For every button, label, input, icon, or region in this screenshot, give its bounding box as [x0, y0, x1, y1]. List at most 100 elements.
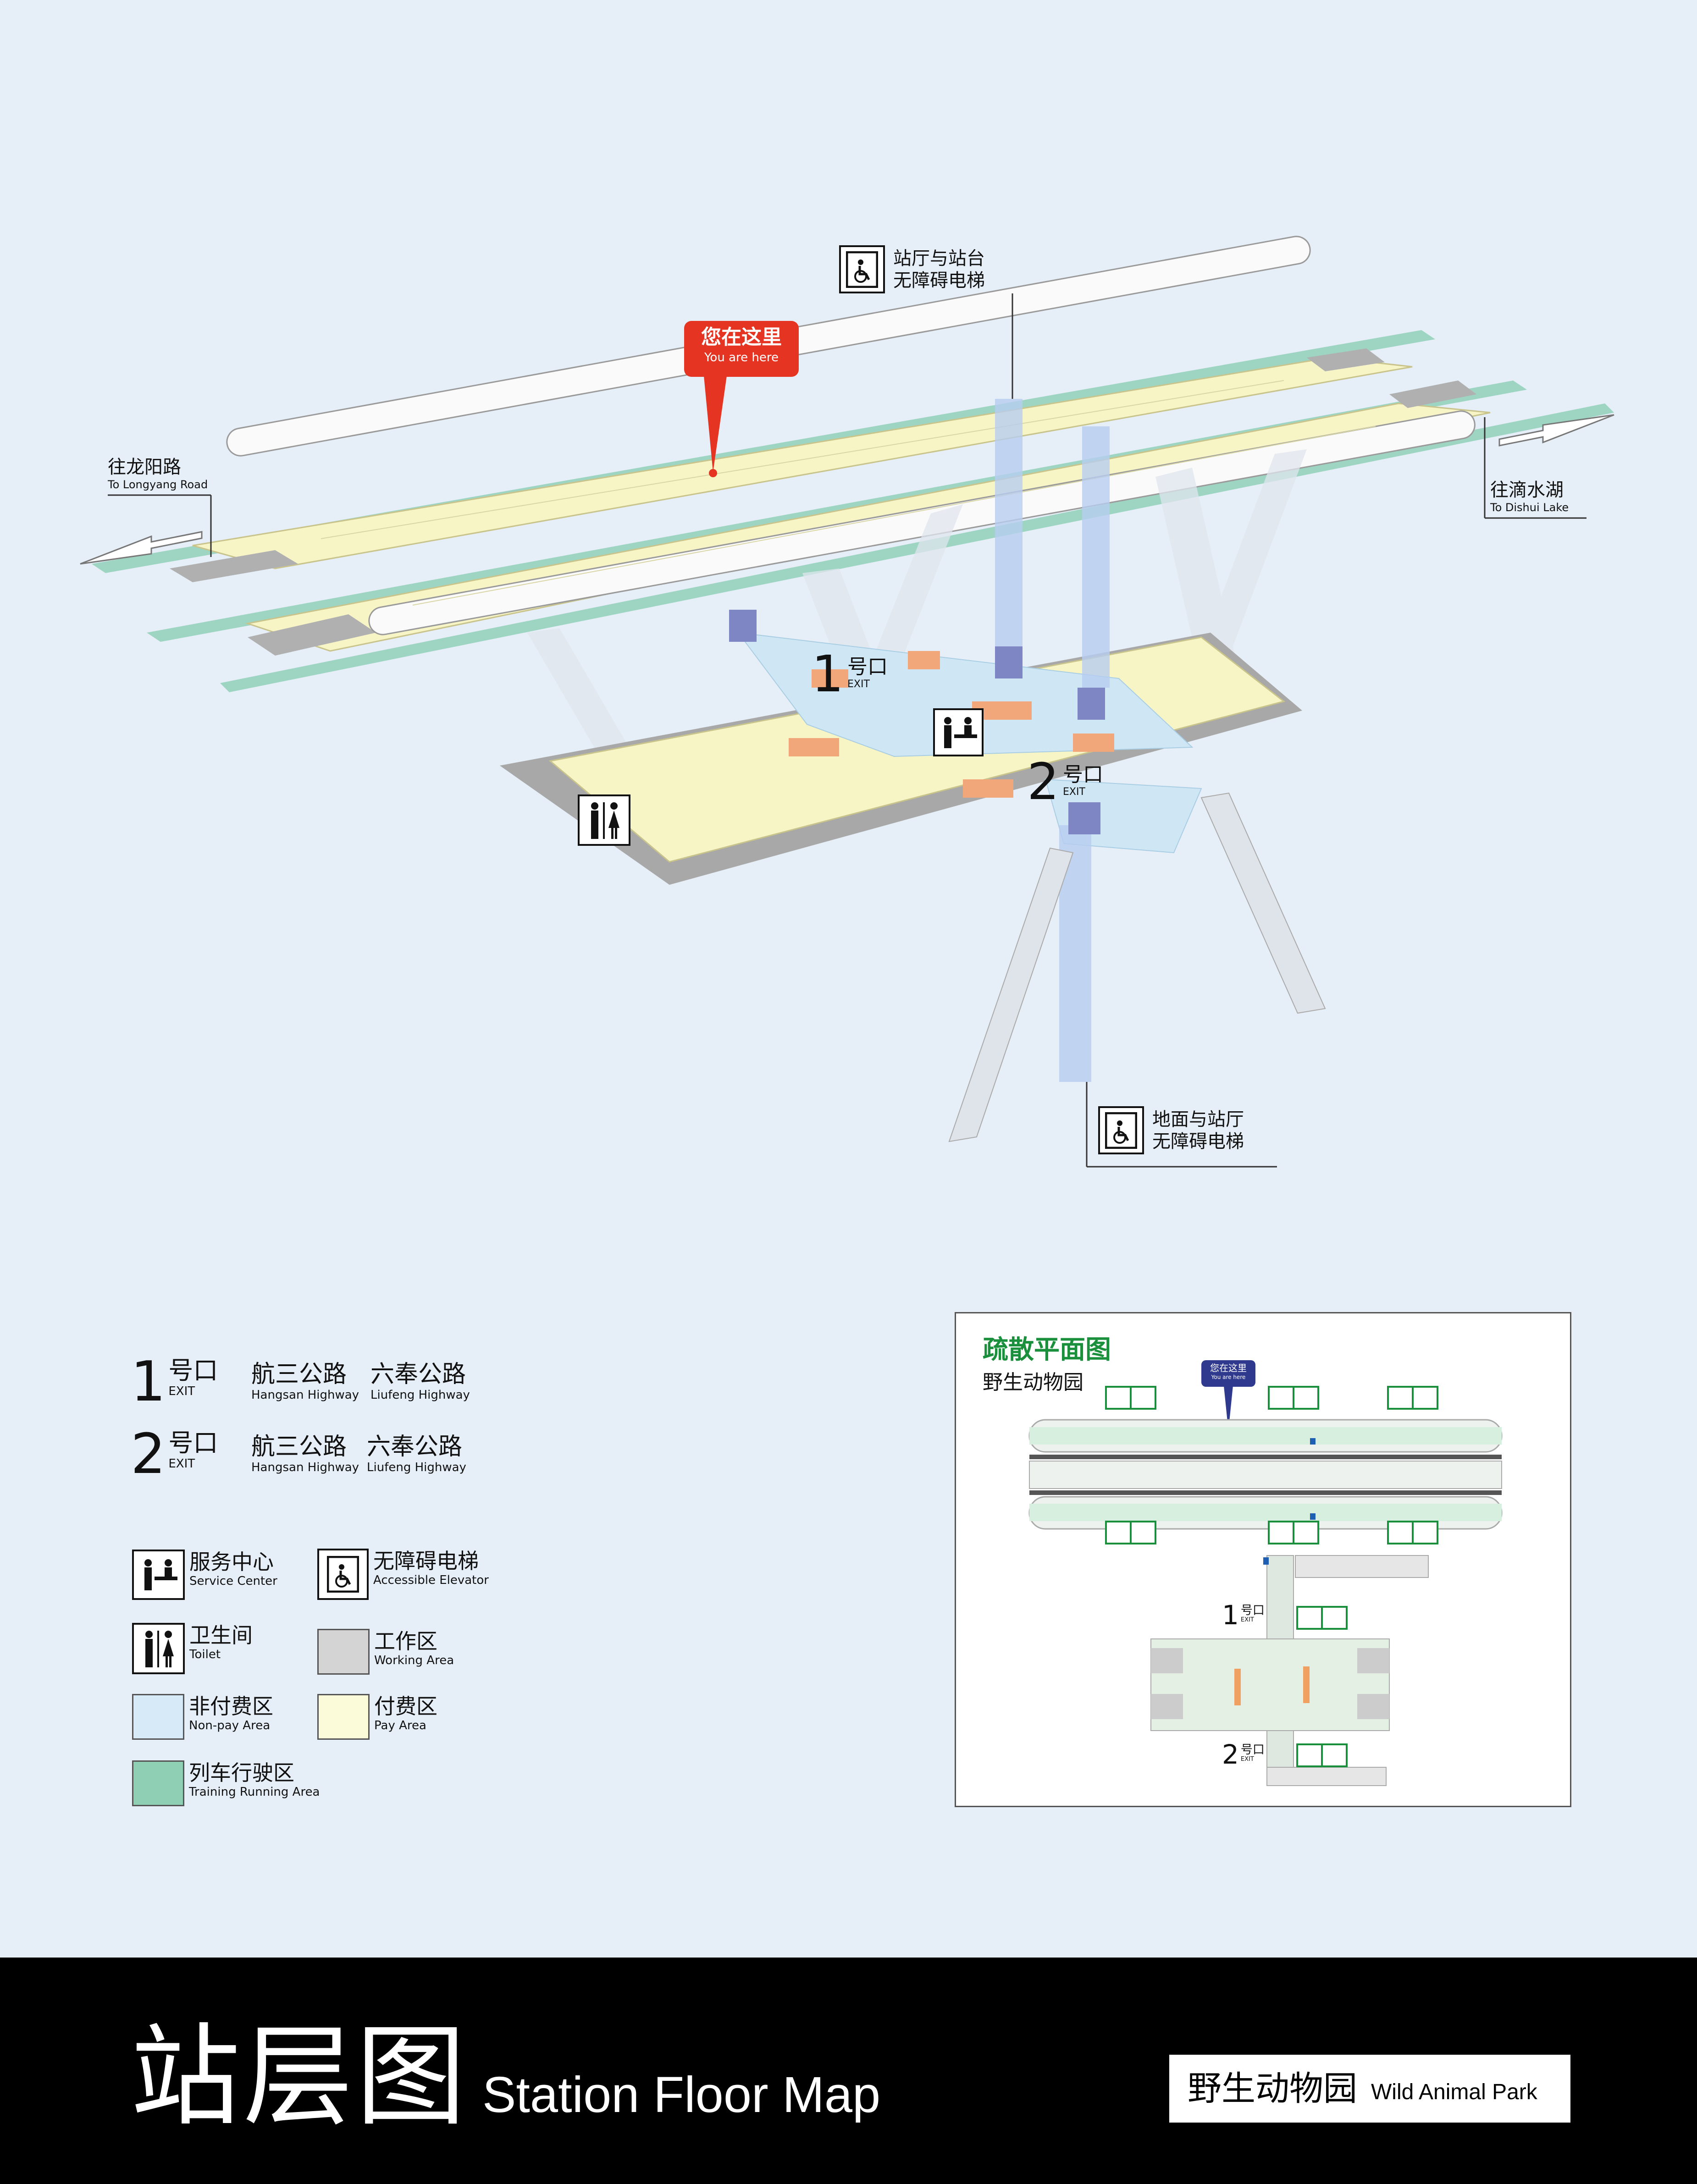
you-are-here-zh: 您在这里: [701, 325, 782, 349]
evac-exit-1-label: 1 号口 EXIT: [1222, 1601, 1265, 1629]
map-exit-2-label: 2 号口 EXIT: [1027, 756, 1103, 807]
evac-exit-sign-icon: [1268, 1521, 1319, 1544]
evacuation-layout: [1028, 1386, 1503, 1786]
evacuation-plan: 疏散平面图 野生动物园 您在这里 You are here: [955, 1312, 1571, 1807]
legend-exit-2-road-2: 六奉公路 Liufeng Highway: [367, 1433, 466, 1474]
road-en: Hangsan Highway: [251, 1388, 359, 1402]
legend-exit-1-zh: 号口: [168, 1356, 218, 1385]
legend-toilet: 卫生间 Toilet: [132, 1623, 253, 1674]
elevator-top-caption: 站厅与站台 无障碍电梯: [839, 245, 985, 293]
accessible-elevator-icon: [1098, 1106, 1144, 1154]
footer-title-zh: 站层图: [130, 2013, 469, 2141]
evacuation-station: 野生动物园: [983, 1371, 1083, 1394]
road-en: Liufeng Highway: [370, 1388, 470, 1402]
legend-service-center-en: Service Center: [189, 1574, 277, 1588]
legend-exit-1: 1 号口 EXIT: [131, 1350, 218, 1414]
legend-non-pay-en: Non-pay Area: [189, 1719, 271, 1732]
evac-exit-sign-icon: [1105, 1386, 1156, 1410]
pay-area-swatch: [317, 1694, 370, 1740]
evac-exit-2-label: 2 号口 EXIT: [1222, 1741, 1265, 1768]
legend-pay-area: 付费区 Pay Area: [317, 1694, 437, 1740]
legend-non-pay-area: 非付费区 Non-pay Area: [132, 1694, 273, 1740]
non-pay-area-swatch: [132, 1694, 184, 1740]
toilet-icon: [132, 1623, 185, 1674]
evac-exit-2-number: 2: [1222, 1739, 1239, 1770]
evac-exit-sign-icon: [1387, 1521, 1438, 1544]
concourse-level: [500, 632, 1302, 885]
service-center-icon: [132, 1550, 185, 1600]
working-area-swatch: [317, 1629, 370, 1675]
legend-working-en: Working Area: [374, 1654, 454, 1667]
running-area-swatch: [132, 1760, 184, 1806]
station-name-zh: 野生动物园: [1188, 2069, 1357, 2108]
legend-non-pay-zh: 非付费区: [189, 1694, 273, 1719]
elevator-shafts: [729, 399, 1110, 1082]
arrow-east-icon: [1498, 414, 1614, 447]
elevator-bottom-line2: 无障碍电梯: [1152, 1131, 1244, 1152]
evac-here-en: You are here: [1211, 1374, 1246, 1380]
direction-east-en: To Dishui Lake: [1490, 501, 1569, 514]
direction-east-label: 往滴水湖 To Dishui Lake: [1490, 479, 1569, 514]
map-exit-1-zh: 号口: [847, 655, 888, 678]
direction-west-en: To Longyang Road: [108, 478, 208, 491]
legend-running-zh: 列车行驶区: [189, 1760, 294, 1785]
legend-working-area: 工作区 Working Area: [317, 1629, 454, 1675]
elevator-bottom-line1: 地面与站厅: [1152, 1109, 1244, 1130]
legend-service-center: 服务中心 Service Center: [132, 1550, 277, 1600]
you-are-here-bubble: 您在这里 You are here: [684, 321, 799, 377]
elevator-bottom-caption: 地面与站厅 无障碍电梯: [1098, 1106, 1244, 1154]
legend-elevator-en: Accessible Elevator: [373, 1573, 489, 1587]
road-en: Liufeng Highway: [367, 1461, 466, 1474]
arrow-west-icon: [80, 531, 203, 565]
you-are-here-en: You are here: [704, 351, 779, 364]
evacuation-title: 疏散平面图: [983, 1335, 1111, 1365]
evac-exit-1-en: EXIT: [1240, 1616, 1254, 1623]
road-zh: 六奉公路: [370, 1361, 466, 1388]
evac-you-are-here: 您在这里 You are here: [1201, 1360, 1255, 1387]
road-zh: 航三公路: [251, 1361, 347, 1388]
station-name-box: 野生动物园 Wild Animal Park: [1169, 2055, 1570, 2123]
evac-exit-sign-icon: [1268, 1386, 1319, 1410]
elevator-top-line2: 无障碍电梯: [893, 270, 985, 291]
footer-title-en: Station Floor Map: [482, 2067, 881, 2123]
legend-working-zh: 工作区: [374, 1629, 437, 1654]
road-zh: 六奉公路: [367, 1433, 463, 1461]
road-zh: 航三公路: [251, 1433, 347, 1461]
legend-running-area: 列车行驶区 Training Running Area: [132, 1760, 320, 1806]
evac-exit-1-number: 1: [1222, 1599, 1239, 1631]
accessible-elevator-icon: [317, 1549, 369, 1600]
evac-here-zh: 您在这里: [1210, 1362, 1247, 1373]
legend-exit-1-en: EXIT: [168, 1384, 195, 1398]
direction-west-zh: 往龙阳路: [108, 457, 181, 478]
accessible-elevator-icon: [839, 245, 885, 293]
map-exit-2-number: 2: [1027, 752, 1059, 811]
legend-exit-1-number: 1: [131, 1350, 166, 1414]
you-are-here-pointer: [704, 376, 727, 472]
ground-stairs: [948, 792, 1326, 1142]
evac-exit-sign-icon: [1296, 1606, 1348, 1630]
elevator-top-line1: 站厅与站台: [893, 248, 985, 269]
legend-toilet-en: Toilet: [189, 1648, 221, 1661]
legend-exit-2-en: EXIT: [168, 1457, 195, 1471]
direction-west-label: 往龙阳路 To Longyang Road: [108, 456, 208, 491]
legend-toilet-zh: 卫生间: [189, 1623, 253, 1648]
evac-exit-2-en: EXIT: [1240, 1756, 1254, 1763]
evac-exit-sign-icon: [1105, 1521, 1156, 1544]
legend-exit-2-number: 2: [131, 1423, 166, 1486]
toilet-icon: [578, 794, 630, 846]
map-exit-1-label: 1 号口 EXIT: [812, 649, 888, 699]
legend-exit-2: 2 号口 EXIT: [131, 1423, 218, 1486]
legend-pay-en: Pay Area: [374, 1719, 426, 1732]
legend-exit-1-road-2: 六奉公路 Liufeng Highway: [370, 1361, 470, 1402]
legend-exit-1-road-1: 航三公路 Hangsan Highway: [251, 1361, 359, 1402]
legend-running-en: Training Running Area: [189, 1785, 320, 1799]
legend-service-center-zh: 服务中心: [189, 1550, 274, 1574]
legend-exit-2-road-1: 航三公路 Hangsan Highway: [251, 1433, 359, 1474]
evac-exit-sign-icon: [1387, 1386, 1438, 1410]
map-exit-1-en: EXIT: [847, 678, 870, 690]
legend-pay-zh: 付费区: [374, 1694, 437, 1719]
map-exit-2-en: EXIT: [1063, 786, 1085, 798]
service-center-icon: [933, 708, 984, 756]
legend-exit-2-zh: 号口: [168, 1428, 218, 1457]
legend-accessible-elevator: 无障碍电梯 Accessible Elevator: [317, 1549, 489, 1600]
